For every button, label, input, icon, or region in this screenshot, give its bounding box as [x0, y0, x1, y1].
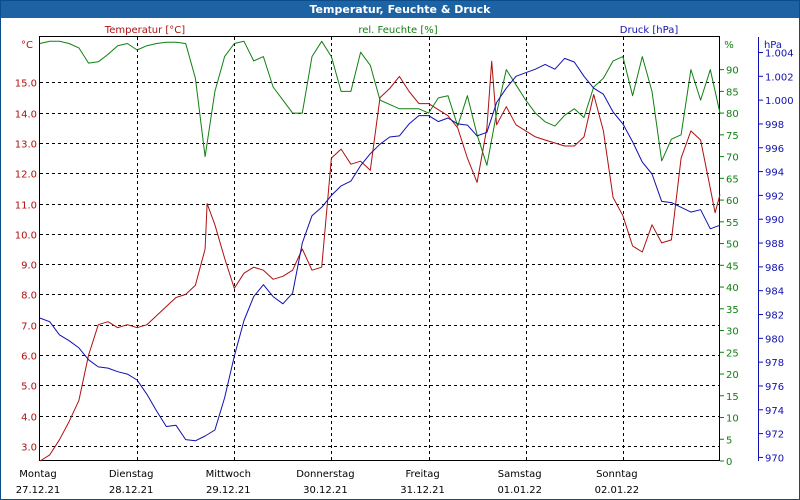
x-day-label: Mittwoch — [206, 469, 251, 480]
humidity-tick-label: 90 — [726, 66, 739, 77]
unit-humidity: % — [724, 40, 734, 51]
pressure-tick-label: 1.000 — [765, 96, 794, 107]
pressure-tick-label: 984 — [765, 287, 784, 298]
humidity-tick-label: 40 — [726, 283, 739, 294]
x-day-label: Donnerstag — [296, 469, 354, 480]
humidity-tick-label: 30 — [726, 327, 739, 338]
temperature-tick-label: 7.0 — [21, 322, 37, 333]
series-lines — [39, 40, 721, 462]
x-day-label: Samstag — [498, 469, 542, 480]
pressure-tick-label: 974 — [765, 406, 784, 417]
humidity-tick-label: 55 — [726, 218, 739, 229]
humidity-tick-label: 85 — [726, 87, 739, 98]
pressure-tick-label: 982 — [765, 311, 784, 322]
humidity-tick-label: 70 — [726, 153, 739, 164]
pressure-tick-label: 980 — [765, 334, 784, 345]
series-line-temperature — [39, 60, 721, 462]
grid — [40, 37, 720, 461]
plot-area-border — [39, 36, 720, 461]
humidity-tick-label: 45 — [726, 261, 739, 272]
x-date-label: 01.01.22 — [497, 485, 542, 496]
series-line-humidity — [39, 40, 721, 166]
pressure-tick-label: 990 — [765, 215, 784, 226]
humidity-tick-label: 15 — [726, 392, 739, 403]
x-date-label: 31.12.21 — [400, 485, 445, 496]
temperature-tick-label: 8.0 — [21, 291, 37, 302]
humidity-tick-label: 10 — [726, 414, 739, 425]
temperature-tick-label: 5.0 — [21, 382, 37, 393]
humidity-tick-label: 60 — [726, 196, 739, 207]
pressure-tick-label: 972 — [765, 430, 784, 441]
temperature-tick-label: 4.0 — [21, 413, 37, 424]
humidity-tick-label: 5 — [726, 435, 732, 446]
x-day-label: Montag — [19, 469, 56, 480]
temperature-tick-label: 14.0 — [15, 110, 37, 121]
legend-temperature: Temperatur [°C] — [104, 25, 185, 36]
humidity-tick-label: 65 — [726, 174, 739, 185]
x-date-label: 29.12.21 — [206, 485, 251, 496]
series-line-pressure — [39, 57, 721, 442]
pressure-tick-label: 996 — [765, 144, 784, 155]
temperature-tick-label: 12.0 — [15, 170, 37, 181]
pressure-tick-label: 976 — [765, 382, 784, 393]
axis-ticks: 3.0 4.0 5.0 6.0 7.0 8.0 9.0 10.0 11.0 12.0 13.0 14.… — [15, 37, 794, 468]
humidity-tick-label: 25 — [726, 348, 739, 359]
temperature-tick-label: 6.0 — [21, 352, 37, 363]
pressure-tick-label: 970 — [765, 453, 784, 464]
pressure-tick-label: 1.002 — [765, 72, 794, 83]
x-day-label: Sonntag — [596, 469, 638, 480]
pressure-tick-label: 998 — [765, 120, 784, 131]
temperature-tick-label: 3.0 — [21, 443, 37, 454]
humidity-tick-label: 75 — [726, 131, 739, 142]
unit-pressure: hPa — [764, 40, 782, 51]
temperature-tick-label: 13.0 — [15, 140, 37, 151]
legend-pressure: Druck [hPa] — [620, 25, 679, 36]
x-axis-labels: Montag 27.12.21 Dienstag 28.12.21 Mittwoch 29… — [16, 469, 639, 496]
pressure-tick-label: 992 — [765, 191, 784, 202]
x-day-label: Freitag — [405, 469, 439, 480]
pressure-tick-label: 986 — [765, 263, 784, 274]
x-date-label: 27.12.21 — [16, 485, 61, 496]
x-date-label: 30.12.21 — [303, 485, 348, 496]
pressure-tick-label: 994 — [765, 168, 784, 179]
temperature-tick-label: 10.0 — [15, 231, 37, 242]
pressure-tick-label: 1.004 — [765, 48, 794, 59]
humidity-tick-label: 50 — [726, 240, 739, 251]
humidity-tick-label: 0 — [726, 457, 732, 468]
x-date-label: 02.01.22 — [595, 485, 640, 496]
window-title: Temperatur, Feuchte & Druck — [1, 1, 799, 18]
x-day-label: Dienstag — [109, 469, 154, 480]
humidity-tick-label: 35 — [726, 305, 739, 316]
temperature-tick-label: 11.0 — [15, 201, 37, 212]
humidity-tick-label: 20 — [726, 370, 739, 381]
pressure-tick-label: 978 — [765, 358, 784, 369]
temperature-tick-label: 15.0 — [15, 79, 37, 90]
legend-humidity: rel. Feuchte [%] — [358, 25, 437, 36]
temperature-tick-label: 9.0 — [21, 261, 37, 272]
unit-temperature: °C — [21, 40, 33, 51]
pressure-tick-label: 988 — [765, 239, 784, 250]
humidity-tick-label: 80 — [726, 109, 739, 120]
x-date-label: 28.12.21 — [109, 485, 154, 496]
